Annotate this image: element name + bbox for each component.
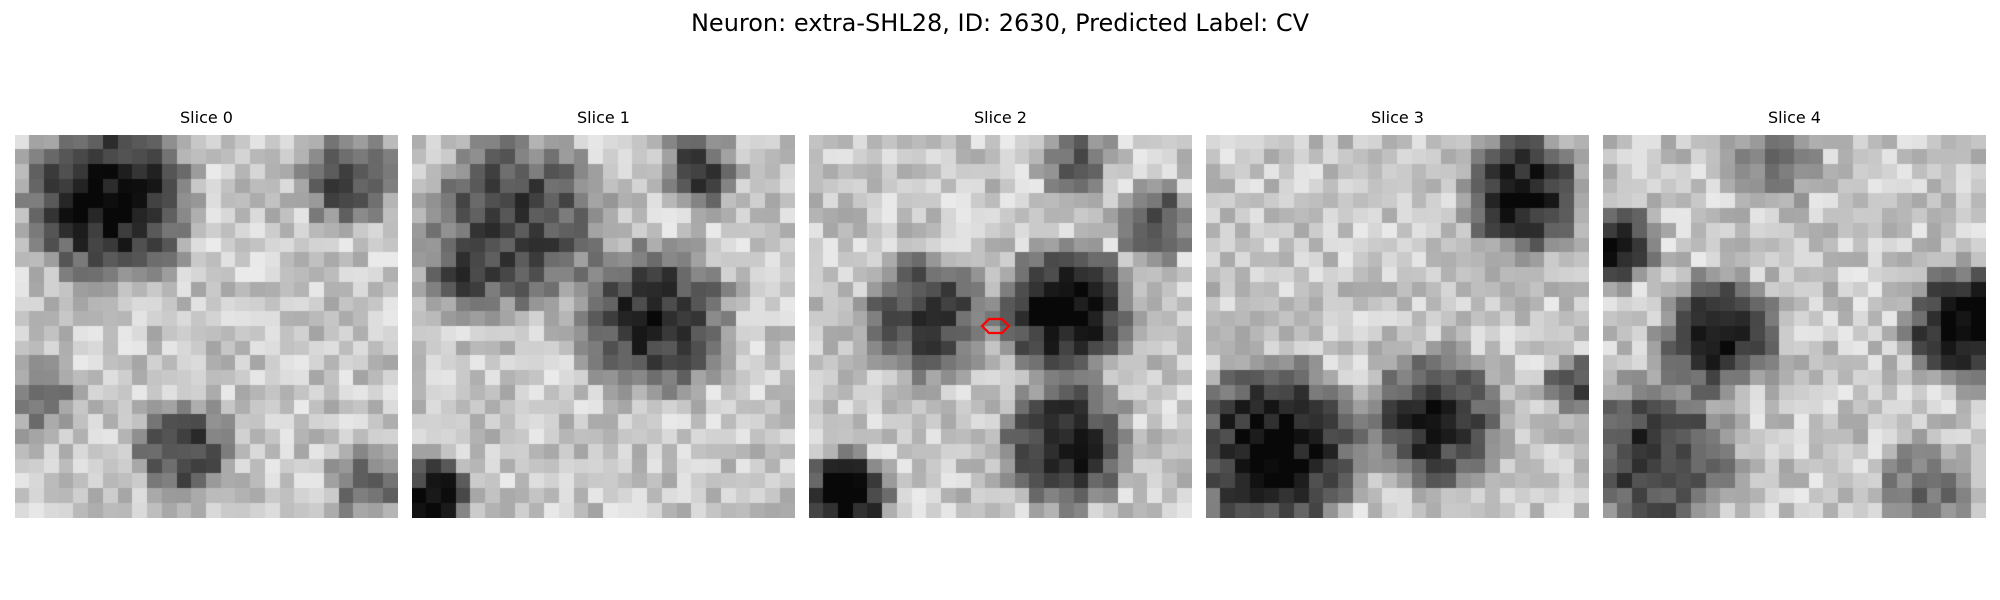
slice-image — [15, 135, 398, 518]
slice-panel-1: Slice 1 — [412, 108, 795, 518]
figure-title: Neuron: extra-SHL28, ID: 2630, Predicted… — [690, 9, 1310, 37]
slice-panel-2: Slice 2 — [809, 108, 1192, 518]
slice-title: Slice 2 — [974, 108, 1027, 127]
slice-title: Slice 1 — [577, 108, 630, 127]
hexagon-marker — [980, 317, 1011, 335]
slice-image — [809, 135, 1192, 518]
center-marker — [980, 317, 1011, 335]
slice-image — [1603, 135, 1986, 518]
slice-image — [412, 135, 795, 518]
slice-panel-0: Slice 0 — [15, 108, 398, 518]
slice-panel-4: Slice 4 — [1603, 108, 1986, 518]
slice-title: Slice 4 — [1768, 108, 1821, 127]
slice-title: Slice 0 — [180, 108, 233, 127]
slice-title: Slice 3 — [1371, 108, 1424, 127]
slice-image — [1206, 135, 1589, 518]
slice-panel-3: Slice 3 — [1206, 108, 1589, 518]
